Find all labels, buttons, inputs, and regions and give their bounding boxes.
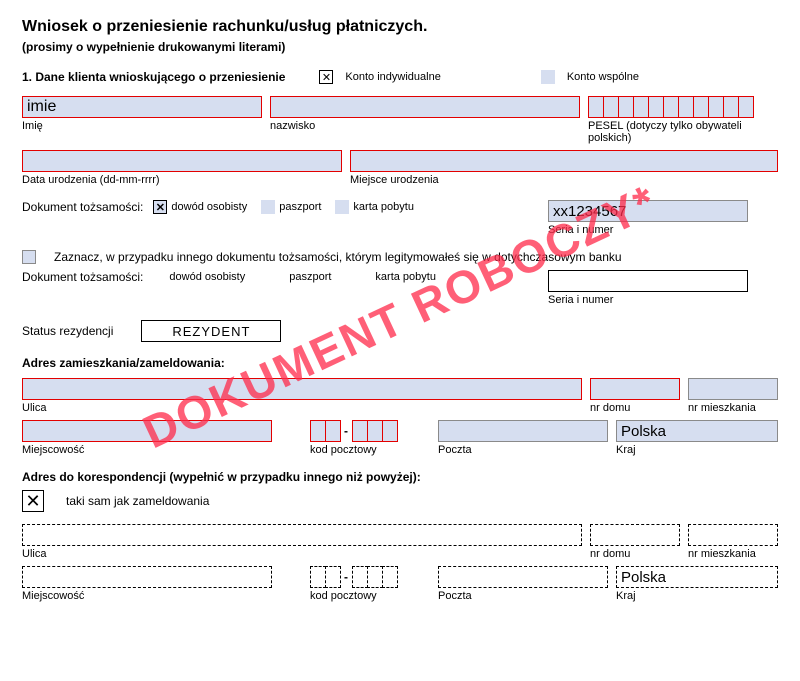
id-doc-idcard-label: dowód osobisty: [171, 201, 247, 213]
last-name-label: nazwisko: [270, 120, 580, 132]
address-house-input[interactable]: [590, 378, 680, 400]
corr-postcode-input[interactable]: -: [310, 566, 430, 588]
id-doc-passport-label: paszport: [279, 201, 321, 213]
address-post-label: Poczta: [438, 444, 608, 456]
corr-post-label: Poczta: [438, 590, 608, 602]
account-joint-checkbox[interactable]: [541, 70, 555, 84]
form-title: Wniosek o przeniesienie rachunku/usług p…: [22, 18, 778, 36]
pob-label: Miejsce urodzenia: [350, 174, 778, 186]
form-subtitle: (prosimy o wypełnienie drukowanymi liter…: [22, 40, 778, 54]
pesel-cell[interactable]: [633, 96, 649, 118]
address-apt-input[interactable]: [688, 378, 778, 400]
corr-post-input[interactable]: [438, 566, 608, 588]
account-joint-label: Konto wspólne: [567, 71, 639, 83]
first-name-label: Imię: [22, 120, 262, 132]
residency-input[interactable]: REZYDENT: [141, 320, 281, 342]
other-doc-passport-label: paszport: [289, 271, 331, 283]
pesel-cell[interactable]: [708, 96, 724, 118]
pesel-cell[interactable]: [618, 96, 634, 118]
address-postcode-input[interactable]: -: [310, 420, 430, 442]
corr-city-label: Miejscowość: [22, 590, 272, 602]
id-doc-label: Dokument tożsamości:: [22, 200, 143, 214]
account-individual-label: Konto indywidualne: [345, 71, 440, 83]
corr-street-input[interactable]: [22, 524, 582, 546]
account-individual-checkbox[interactable]: ✕: [319, 70, 333, 84]
postcode-dash: -: [344, 424, 348, 438]
id-doc-serial-input[interactable]: xx1234567: [548, 200, 748, 222]
address-city-input[interactable]: [22, 420, 272, 442]
address-post-input[interactable]: [438, 420, 608, 442]
corr-house-label: nr domu: [590, 548, 680, 560]
dob-label: Data urodzenia (dd-mm-rrrr): [22, 174, 342, 186]
id-doc-serial-label: Seria i numer: [548, 224, 748, 236]
address-house-label: nr domu: [590, 402, 680, 414]
address-city-label: Miejscowość: [22, 444, 272, 456]
first-name-input[interactable]: imie: [22, 96, 262, 118]
corr-house-input[interactable]: [590, 524, 680, 546]
corr-street-label: Ulica: [22, 548, 582, 560]
address-apt-label: nr mieszkania: [688, 402, 778, 414]
corr-country-label: Kraj: [616, 590, 778, 602]
dob-input[interactable]: [22, 150, 342, 172]
last-name-input[interactable]: [270, 96, 580, 118]
corr-postcode-label: kod pocztowy: [310, 590, 430, 602]
residency-label: Status rezydencji: [22, 324, 113, 338]
corr-heading: Adres do korespondencji (wypełnić w przy…: [22, 470, 421, 484]
address-postcode-label: kod pocztowy: [310, 444, 430, 456]
corr-country-input[interactable]: Polska: [616, 566, 778, 588]
address-country-label: Kraj: [616, 444, 778, 456]
corr-postcode-dash: -: [344, 570, 348, 584]
address-street-input[interactable]: [22, 378, 582, 400]
corr-apt-label: nr mieszkania: [688, 548, 778, 560]
corr-city-input[interactable]: [22, 566, 272, 588]
pesel-label: PESEL (dotyczy tylko obywateli polskich): [588, 120, 778, 144]
pesel-cell[interactable]: [723, 96, 739, 118]
id-doc-idcard-checkbox[interactable]: ✕: [153, 200, 167, 214]
pesel-cell[interactable]: [648, 96, 664, 118]
pesel-input[interactable]: [588, 96, 778, 118]
corr-same-label: taki sam jak zameldowania: [66, 494, 209, 508]
pesel-cell[interactable]: [663, 96, 679, 118]
pesel-cell[interactable]: [588, 96, 604, 118]
address-street-label: Ulica: [22, 402, 582, 414]
other-doc-idcard-label: dowód osobisty: [169, 271, 245, 283]
pesel-cell[interactable]: [738, 96, 754, 118]
pesel-cell[interactable]: [678, 96, 694, 118]
pesel-cell[interactable]: [603, 96, 619, 118]
other-doc-stay-label: karta pobytu: [375, 271, 436, 283]
corr-apt-input[interactable]: [688, 524, 778, 546]
corr-same-checkbox[interactable]: ✕: [22, 490, 44, 512]
id-doc-stay-checkbox[interactable]: [335, 200, 349, 214]
section1-heading: 1. Dane klienta wnioskującego o przenies…: [22, 70, 285, 84]
address-country-input[interactable]: Polska: [616, 420, 778, 442]
other-doc-serial-input[interactable]: [548, 270, 748, 292]
other-doc-serial-label: Seria i numer: [548, 294, 748, 306]
pob-input[interactable]: [350, 150, 778, 172]
other-doc-label: Dokument tożsamości:: [22, 270, 143, 284]
id-doc-passport-checkbox[interactable]: [261, 200, 275, 214]
other-doc-note: Zaznacz, w przypadku innego dokumentu to…: [54, 250, 622, 264]
other-doc-note-checkbox[interactable]: [22, 250, 36, 264]
address-heading: Adres zamieszkania/zameldowania:: [22, 356, 225, 370]
id-doc-stay-label: karta pobytu: [353, 201, 414, 213]
pesel-cell[interactable]: [693, 96, 709, 118]
